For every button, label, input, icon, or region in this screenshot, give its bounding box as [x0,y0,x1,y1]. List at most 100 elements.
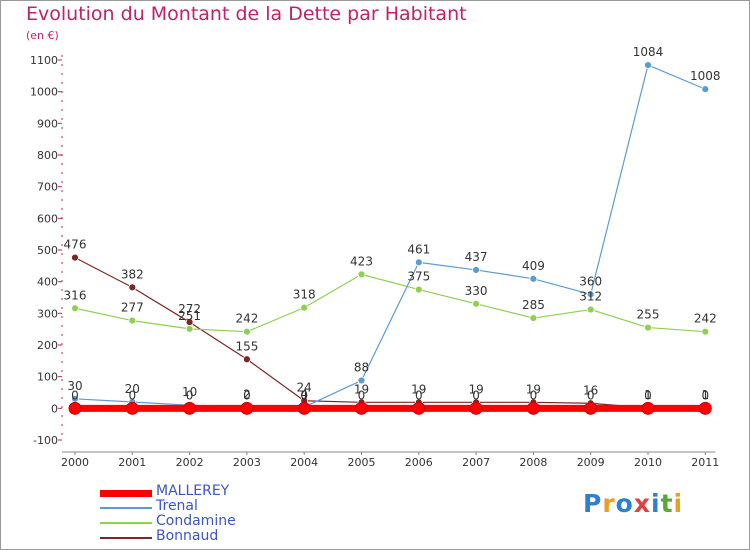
data-label-condamine: 255 [637,308,660,322]
legend-label: Trenal [156,498,198,514]
data-label-bonnaud: 19 [468,382,483,396]
data-label-condamine: 242 [235,312,258,326]
data-point-condamine [586,305,595,314]
x-tick-label: 2003 [233,456,261,469]
data-label-mallerey: 0 [644,388,652,402]
data-point-condamine [644,323,652,332]
data-label-trenal: 30 [67,379,82,393]
data-label-trenal: 360 [579,274,602,288]
logo-letter: x [633,489,651,518]
x-tick-label: 2001 [118,456,146,469]
legend-label: Condamine [156,513,236,529]
data-label-condamine: 423 [350,254,373,268]
data-point-condamine [701,327,710,336]
logo-letter: t [660,489,674,518]
x-tick-label: 2005 [348,456,376,469]
data-point-mallerey [698,401,712,415]
data-point-bonnaud [242,355,251,364]
y-tick-label: 500 [37,244,58,257]
x-tick-label: 2011 [691,456,719,469]
logo-letter: r [602,489,616,518]
data-label-bonnaud: 19 [354,382,369,396]
data-label-trenal: 88 [354,360,369,374]
data-label-trenal: 1008 [690,69,721,83]
data-label-bonnaud: 1 [644,388,652,402]
legend-item-bonnaud: Bonnaud [100,528,300,545]
y-tick-label: 1100 [30,54,58,67]
series-line-trenal [74,64,706,409]
y-tick-label: 0 [51,402,58,415]
y-tick-label: 200 [37,339,58,352]
data-point-condamine [242,327,251,336]
logo-letter: i [673,489,684,518]
x-tick-label: 2006 [405,456,433,469]
data-point-mallerey [584,401,598,415]
data-label-mallerey: 0 [186,388,194,402]
data-label-mallerey: 0 [530,388,538,402]
chart-title: Evolution du Montant de la Dette par Hab… [26,3,467,25]
data-label-trenal: 409 [522,259,545,273]
data-point-condamine [300,303,309,312]
data-label-mallerey: 0 [701,388,709,402]
y-axis-unit: (en €) [26,29,59,42]
data-label-mallerey: 0 [71,388,79,402]
data-label-mallerey: 0 [415,388,423,402]
data-point-mallerey [125,401,139,415]
data-label-mallerey: 0 [128,388,136,402]
data-point-mallerey [355,401,368,415]
series-line-condamine [74,273,706,333]
data-label-mallerey: 0 [358,388,366,402]
data-point-trenal [529,274,538,283]
data-label-trenal: 4 [300,387,308,401]
data-label-bonnaud: 1 [701,388,709,402]
data-label-condamine: 285 [522,298,545,312]
x-tick-label: 2004 [290,456,318,469]
data-point-condamine [414,285,423,294]
data-point-condamine [472,299,481,308]
data-label-condamine: 375 [407,270,430,284]
legend-swatch [100,489,152,497]
data-point-mallerey [297,401,311,415]
logo-letter: i [651,489,661,518]
data-label-bonnaud: 476 [64,238,87,252]
data-point-bonnaud [128,283,137,292]
data-label-trenal: 461 [407,242,430,256]
data-label-condamine: 312 [579,290,602,304]
data-point-condamine [128,316,137,325]
data-point-trenal [644,61,652,69]
data-label-bonnaud: 19 [526,382,541,396]
legend-swatch [100,522,152,524]
y-tick-label: 400 [37,276,58,289]
data-label-trenal: 10 [182,385,197,399]
y-tick-label: 600 [37,212,58,225]
data-point-trenal [357,376,366,385]
legend-item-condamine: Condamine [100,513,300,530]
data-point-bonnaud [71,253,79,262]
data-point-mallerey [526,401,540,415]
legend: MALLEREY Trenal Condamine Bonnaud [100,483,300,545]
data-label-trenal: 1084 [633,45,664,59]
x-tick-label: 2008 [519,456,547,469]
logo-letter: P [583,489,603,518]
y-tick-label: 900 [37,117,58,130]
data-label-trenal: 2 [243,388,251,402]
legend-item-mallerey: MALLEREY [100,483,300,500]
y-tick-label: 100 [37,371,58,384]
x-tick-label: 2010 [634,456,662,469]
data-label-bonnaud: 24 [297,381,312,395]
y-tick-label: 700 [37,181,58,194]
x-tick-label: 2007 [462,456,490,469]
logo-letter: o [615,489,634,518]
data-point-trenal [586,290,595,299]
data-point-mallerey [240,401,254,415]
data-point-trenal [472,266,481,274]
data-point-trenal [701,85,710,94]
y-tick-label: 300 [37,307,58,320]
proxiti-logo: Proxiti [583,489,683,518]
data-label-bonnaud: 155 [235,339,258,353]
data-label-bonnaud: 16 [583,383,598,397]
data-label-condamine: 251 [178,309,201,323]
data-point-condamine [185,324,194,333]
legend-swatch [100,537,152,539]
